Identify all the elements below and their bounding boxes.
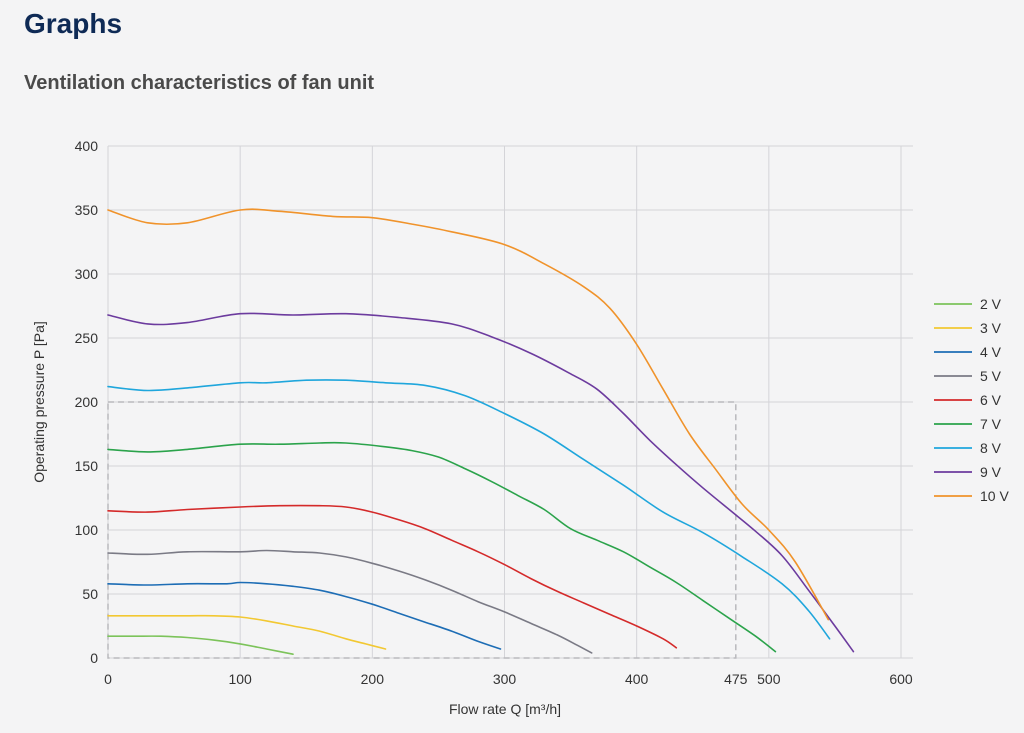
series-line-10v (107, 208, 830, 621)
y-tick-label: 200 (75, 394, 99, 410)
series-line-6v (107, 504, 678, 649)
series-line-8v (107, 379, 831, 640)
x-tick-label: 500 (757, 671, 781, 687)
legend-label-2v: 2 V (980, 296, 1002, 312)
x-tick-label: 200 (361, 671, 385, 687)
x-tick-label: 0 (104, 671, 112, 687)
chart-legend: 2 V 3 V 4 V 5 V 6 V 7 V 8 V 9 V 10 V (934, 296, 1009, 504)
legend-label-10v: 10 V (980, 488, 1009, 504)
y-tick-label: 400 (75, 138, 99, 154)
y-tick-label: 350 (75, 202, 99, 218)
page-heading: Graphs (24, 8, 123, 39)
x-tick-label: 600 (889, 671, 913, 687)
legend-label-5v: 5 V (980, 368, 1002, 384)
legend-label-7v: 7 V (980, 416, 1002, 432)
x-tick-label: 475 (724, 671, 748, 687)
x-tick-label: 400 (625, 671, 649, 687)
chart-title: Ventilation characteristics of fan unit (24, 72, 375, 94)
series-line-7v (107, 441, 777, 653)
y-tick-label: 300 (75, 266, 99, 282)
y-tick-label: 150 (75, 458, 99, 474)
y-tick-label: 100 (75, 522, 99, 538)
reference-box-group (107, 401, 737, 659)
chart-grid (107, 145, 913, 659)
series-line-2v (107, 635, 294, 655)
legend-label-6v: 6 V (980, 392, 1002, 408)
y-tick-label: 50 (82, 586, 98, 602)
y-axis-label: Operating pressure P [Pa] (31, 321, 47, 483)
chart-series-group (107, 208, 855, 655)
chart-axes: 0 50 100 150 200 250 300 350 400 0 100 200 300 400 475… (75, 138, 913, 687)
x-axis-label: Flow rate Q [m³/h] (449, 701, 561, 717)
legend-label-9v: 9 V (980, 464, 1002, 480)
reference-box (107, 401, 737, 659)
series-line-4v (107, 581, 502, 650)
series-line-3v (107, 614, 387, 650)
x-tick-label: 300 (493, 671, 517, 687)
legend-label-4v: 4 V (980, 344, 1002, 360)
series-line-5v (107, 549, 593, 654)
legend-label-3v: 3 V (980, 320, 1002, 336)
series-line-9v (107, 312, 855, 653)
x-tick-label: 100 (228, 671, 252, 687)
legend-label-8v: 8 V (980, 440, 1002, 456)
y-tick-label: 250 (75, 330, 99, 346)
y-tick-label: 0 (90, 650, 98, 666)
